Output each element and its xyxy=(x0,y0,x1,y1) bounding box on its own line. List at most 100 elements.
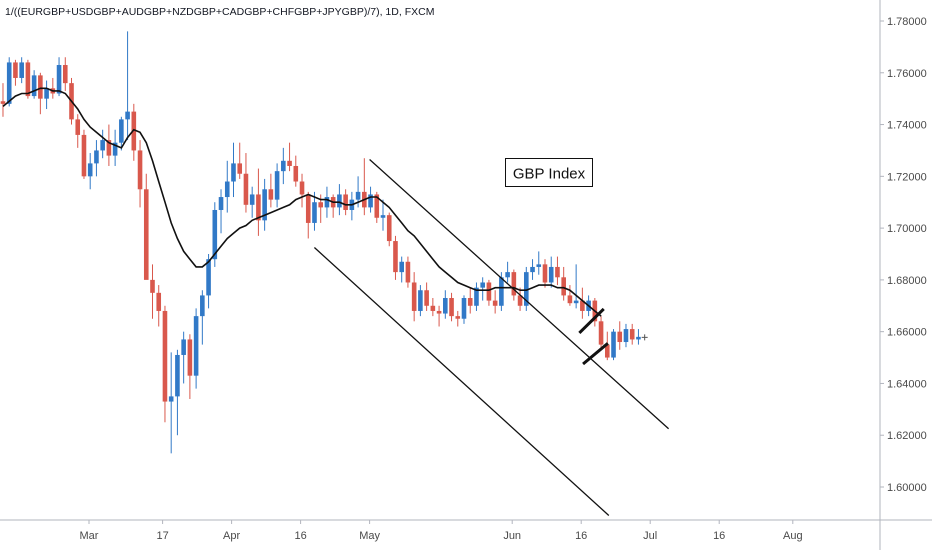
candle-body xyxy=(224,181,230,198)
price-tick-label: 1.60000 xyxy=(887,482,927,494)
trendlines xyxy=(313,159,670,516)
candle-body xyxy=(150,279,155,293)
candle-body xyxy=(629,329,635,340)
candle-body xyxy=(430,305,436,311)
candle xyxy=(455,310,461,327)
candle-body xyxy=(449,298,454,317)
candle xyxy=(399,256,404,283)
candle-body xyxy=(281,160,286,172)
candle-body xyxy=(299,181,305,195)
candle xyxy=(262,178,267,231)
candle xyxy=(486,279,492,306)
candle-body xyxy=(87,163,93,177)
candle-body xyxy=(268,189,274,200)
candle-body xyxy=(100,140,105,151)
candle-body xyxy=(237,163,243,174)
candle xyxy=(168,352,174,454)
candle xyxy=(156,285,162,327)
candle xyxy=(368,186,373,213)
candle xyxy=(125,31,130,141)
candle xyxy=(617,321,623,350)
annotations: GBP Index xyxy=(505,158,593,187)
candle xyxy=(181,331,186,384)
candle-body xyxy=(31,75,37,97)
candle-body xyxy=(56,65,62,94)
candle xyxy=(281,147,286,185)
candle xyxy=(418,285,423,317)
candles xyxy=(0,31,641,454)
candle xyxy=(580,287,585,319)
candle-body xyxy=(212,209,218,260)
price-tick-label: 1.72000 xyxy=(887,171,927,183)
candle xyxy=(206,254,211,309)
candle-body xyxy=(193,316,199,376)
candle-body xyxy=(62,65,68,84)
candle xyxy=(561,266,566,301)
candle-body xyxy=(405,261,411,283)
candle xyxy=(492,290,498,314)
candle-body xyxy=(499,277,504,306)
candle-body xyxy=(274,171,280,200)
candle-body xyxy=(555,266,560,278)
candle-body xyxy=(567,295,573,304)
candle xyxy=(598,316,604,350)
flag-upper-line xyxy=(578,307,605,335)
candle-body xyxy=(374,194,380,218)
candle xyxy=(511,269,517,301)
candle-body xyxy=(324,197,330,208)
candle xyxy=(299,173,305,208)
price-tick-label: 1.70000 xyxy=(887,223,927,235)
time-tick-label: 16 xyxy=(713,530,725,542)
candle-body xyxy=(175,354,180,397)
candle xyxy=(94,140,99,177)
candle xyxy=(405,256,411,288)
candle-body xyxy=(418,290,423,311)
candle-body xyxy=(262,189,267,221)
candle-body xyxy=(131,111,137,151)
candle xyxy=(256,168,261,236)
time-tick-label: 17 xyxy=(156,530,168,542)
candle-body xyxy=(243,173,249,205)
time-tick-label: Apr xyxy=(223,530,240,542)
channel-upper-line xyxy=(369,159,670,430)
candle xyxy=(106,124,112,166)
candle-body xyxy=(206,259,211,296)
candle-body xyxy=(424,290,429,306)
moving-average xyxy=(2,87,602,317)
candle-body xyxy=(125,111,130,120)
candle xyxy=(162,305,168,423)
candle xyxy=(62,57,68,91)
candle xyxy=(100,129,105,159)
candle xyxy=(517,287,523,311)
candle-body xyxy=(162,310,168,402)
candle xyxy=(25,59,31,99)
channel-lower-line xyxy=(313,247,610,516)
candle xyxy=(19,57,24,84)
price-tick-label: 1.64000 xyxy=(887,378,927,390)
candle-body xyxy=(561,277,566,296)
candle xyxy=(87,153,93,190)
candle-body xyxy=(187,339,193,376)
price-tick-label: 1.62000 xyxy=(887,430,927,442)
time-tick-label: Jun xyxy=(503,530,521,542)
candle-body xyxy=(617,331,623,343)
candle xyxy=(175,349,180,436)
candle-body xyxy=(386,215,392,242)
candle xyxy=(555,256,560,286)
candle-body xyxy=(536,264,542,267)
candle-body xyxy=(636,336,641,340)
candle xyxy=(218,189,224,234)
candle xyxy=(530,259,535,280)
price-tick-label: 1.66000 xyxy=(887,327,927,339)
candle-body xyxy=(318,202,324,208)
candle xyxy=(75,114,81,148)
candle xyxy=(305,191,311,239)
candle xyxy=(324,186,330,218)
time-tick-label: Jul xyxy=(643,530,657,542)
candle-body xyxy=(181,339,186,355)
candle-body xyxy=(542,264,548,283)
candle-body xyxy=(611,331,616,358)
